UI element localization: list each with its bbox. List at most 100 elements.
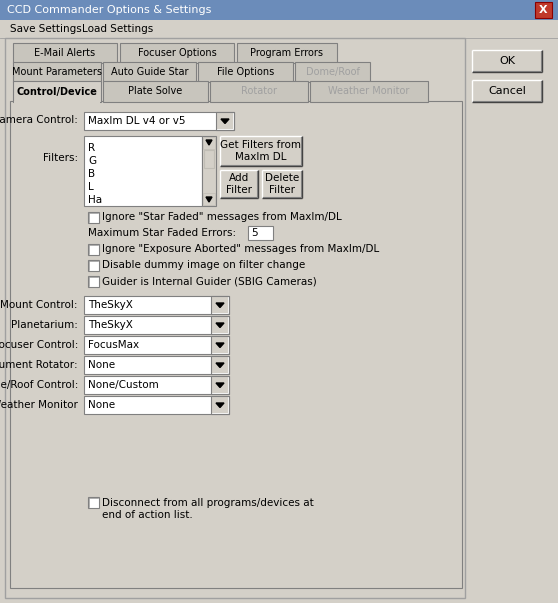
Bar [13,81,101,102]
Text: Auto Guide Star: Auto Guide Star [110,67,188,77]
Bar [211,356,229,374]
Bar [198,62,293,82]
Bar [88,496,99,508]
Text: None: None [88,400,115,410]
Text: FocusMax: FocusMax [88,340,139,350]
Bar [84,296,229,314]
Bar [84,316,229,334]
Text: Delete
Filter: Delete Filter [265,173,299,195]
Bar [211,357,228,373]
Bar [248,226,273,240]
Text: CCD Commander Options & Settings: CCD Commander Options & Settings [7,5,211,15]
Bar [211,397,228,413]
Text: None: None [88,360,115,370]
Bar [5,38,465,598]
Polygon shape [216,303,224,308]
Text: Instrument Rotator:: Instrument Rotator: [0,360,78,370]
Bar [120,43,234,63]
Text: TheSkyX: TheSkyX [88,300,133,310]
Bar [10,101,462,588]
Text: Plate Solve: Plate Solve [128,86,182,96]
Polygon shape [206,140,212,145]
Text: Filters:: Filters: [43,153,78,163]
Text: Dome/Roof: Dome/Roof [306,67,359,77]
Bar [211,377,228,393]
Text: Mount Parameters: Mount Parameters [12,67,102,77]
Bar [310,81,428,102]
Bar [216,113,233,129]
Bar [84,112,234,130]
Text: Ignore "Star Faded" messages from MaxIm/DL: Ignore "Star Faded" messages from MaxIm/… [102,212,341,222]
Bar [210,81,308,102]
Text: X: X [539,5,548,15]
Text: Ignore "Exposure Aborted" messages from MaxIm/DL: Ignore "Exposure Aborted" messages from … [102,244,379,254]
Bar [237,43,337,63]
Text: Weather Monitor: Weather Monitor [0,400,78,410]
Text: Save Settings: Save Settings [10,24,82,34]
Text: L: L [88,182,94,192]
Text: Planetarium:: Planetarium: [11,320,78,330]
Polygon shape [216,403,224,408]
Bar [220,170,258,198]
Bar [0,0,558,20]
Text: Mount Control:: Mount Control: [1,300,78,310]
Bar [13,62,101,82]
Bar [211,297,228,313]
Bar [211,396,229,414]
Text: Disconnect from all programs/devices at
end of action list.: Disconnect from all programs/devices at … [102,498,314,520]
Text: B: B [88,169,95,179]
Bar [220,136,302,166]
Bar [216,112,234,130]
Bar [465,38,558,603]
Text: Get Filters from
MaxIm DL: Get Filters from MaxIm DL [220,140,301,162]
Text: Focuser Options: Focuser Options [138,48,217,58]
Text: File Options: File Options [217,67,274,77]
Bar [211,296,229,314]
Text: Cancel: Cancel [488,86,526,96]
Bar [84,136,202,206]
Bar [84,376,229,394]
Text: Disable dummy image on filter change: Disable dummy image on filter change [102,260,305,270]
Bar [211,316,229,334]
Bar [84,396,229,414]
Text: R: R [88,143,95,153]
Bar [211,336,229,354]
Text: None/Custom: None/Custom [88,380,158,390]
Bar [203,193,215,205]
Text: Load Settings: Load Settings [82,24,153,34]
Bar [472,80,542,102]
Text: OK: OK [499,56,515,66]
Bar [13,43,117,63]
Bar [472,50,542,72]
Polygon shape [216,343,224,347]
Bar [84,356,229,374]
Text: Weather Monitor: Weather Monitor [328,86,410,96]
Text: G: G [88,156,96,166]
Polygon shape [216,363,224,367]
Polygon shape [221,119,229,124]
Bar [0,20,558,38]
Text: Maximum Star Faded Errors:: Maximum Star Faded Errors: [88,228,236,238]
Bar [535,2,552,18]
Bar [204,150,214,168]
Text: 5: 5 [251,228,258,238]
Bar [211,376,229,394]
Text: Rotator: Rotator [241,86,277,96]
Bar [202,136,216,206]
Bar [211,337,228,353]
Text: Program Errors: Program Errors [251,48,324,58]
Bar [14,101,100,104]
Text: MaxIm DL v4 or v5: MaxIm DL v4 or v5 [88,116,185,126]
Bar [295,62,370,82]
Bar [103,81,208,102]
Text: Ha: Ha [88,195,102,205]
Bar [14,101,100,103]
Bar [88,276,99,286]
Text: Add
Filter: Add Filter [226,173,252,195]
Text: Focuser Control:: Focuser Control: [0,340,78,350]
Bar [88,259,99,271]
Polygon shape [216,383,224,388]
Bar [262,170,302,198]
Polygon shape [216,323,224,327]
Bar [103,62,196,82]
